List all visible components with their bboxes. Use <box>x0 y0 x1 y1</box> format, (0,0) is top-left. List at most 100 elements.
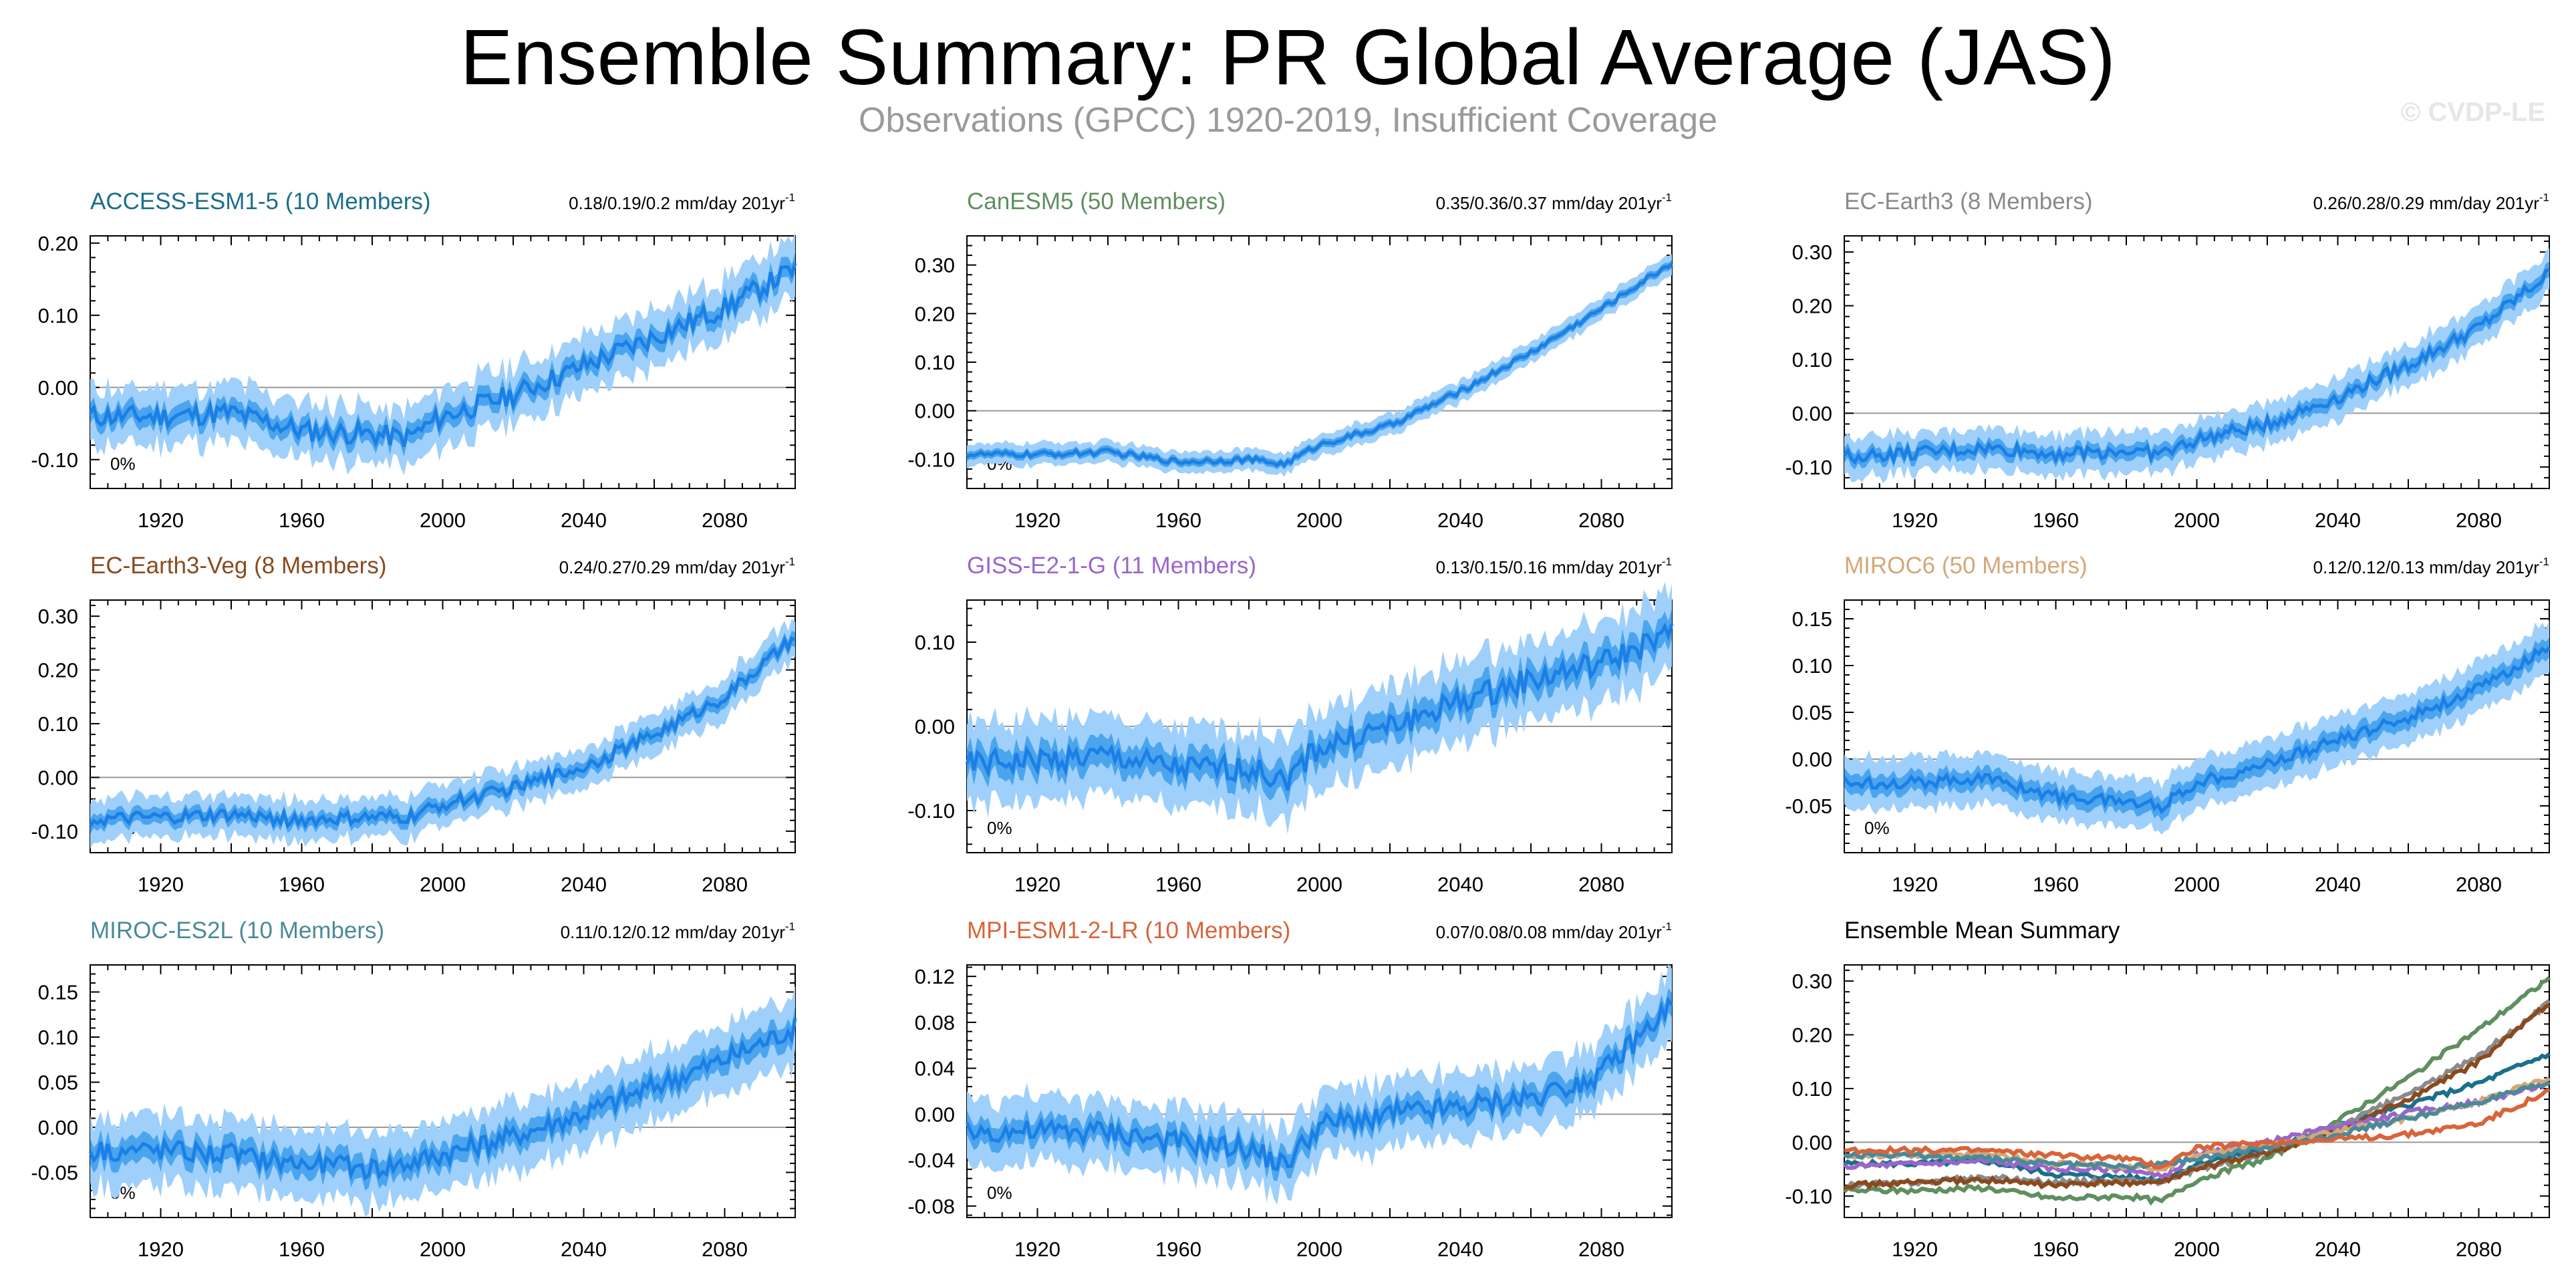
y-tick-label: -0.05 <box>31 1161 78 1185</box>
x-tick-label: 1920 <box>138 509 184 532</box>
ensemble-range-band <box>1844 619 2549 835</box>
panel-title: GISS-E2-1-G (11 Members) <box>967 553 1256 579</box>
y-tick-label: 0.08 <box>915 1011 955 1034</box>
panel-title: MIROC6 (50 Members) <box>1844 553 2088 579</box>
x-tick-label: 1920 <box>1014 509 1060 532</box>
panel-title: MPI-ESM1-2-LR (10 Members) <box>967 917 1290 944</box>
chart-panel: 0.15 0.10 0.05 0.00 -0.05 1920 1960 2000 2040 208… <box>1785 553 2551 896</box>
trend-label: 0.18/0.19/0.2 mm/day 201yr-1 <box>569 191 795 213</box>
ensemble-iqr-band <box>967 988 1672 1181</box>
panel-title: EC-Earth3-Veg (8 Members) <box>90 553 386 579</box>
x-tick-label: 1960 <box>2033 873 2079 896</box>
x-tick-label: 1960 <box>2033 1238 2079 1261</box>
x-tick-label: 1960 <box>279 873 325 896</box>
x-tick-label: 1960 <box>1155 509 1201 532</box>
ensemble-range-band <box>967 581 1672 835</box>
ensemble-mean-line <box>966 263 1673 468</box>
y-tick-label: 0.30 <box>915 254 955 277</box>
trend-value: 0.07/0.08/0.08 mm/day 201yr <box>1436 922 1663 942</box>
x-tick-label: 2000 <box>1296 509 1342 532</box>
x-tick-label: 1920 <box>1014 1238 1060 1261</box>
y-tick-label: 0.10 <box>1792 348 1832 372</box>
chart-panel: 0.12 0.08 0.04 0.00 -0.04 -0.08 1920 1960 2000 20… <box>907 917 1673 1261</box>
x-tick-label: 2040 <box>561 873 607 896</box>
x-tick-label: 2040 <box>561 1238 607 1261</box>
page-subtitle: Observations (GPCC) 1920-2019, Insuffici… <box>858 101 1718 140</box>
x-tick-label: 2000 <box>2174 873 2220 896</box>
x-tick-label: 2000 <box>1296 873 1342 896</box>
x-tick-label: 2000 <box>2174 1238 2220 1261</box>
coverage-label: 0% <box>987 818 1012 838</box>
x-tick-label: 1920 <box>1892 1238 1938 1261</box>
x-tick-label: 2080 <box>1578 873 1624 896</box>
panel-title: EC-Earth3 (8 Members) <box>1844 188 2092 215</box>
trend-label: 0.07/0.08/0.08 mm/day 201yr-1 <box>1436 920 1672 942</box>
x-tick-label: 2080 <box>1578 509 1624 532</box>
y-tick-label: -0.10 <box>1785 1185 1832 1208</box>
copyright-watermark: © CVDP-LE <box>2400 98 2545 127</box>
x-tick-label: 2040 <box>2315 873 2361 896</box>
x-tick-label: 2080 <box>702 509 748 532</box>
x-tick-label: 1920 <box>138 1238 184 1261</box>
trend-value: 0.24/0.27/0.29 mm/day 201yr <box>559 557 786 577</box>
panel-title: ACCESS-ESM1-5 (10 Members) <box>90 188 431 215</box>
trend-superscript: -1 <box>1662 920 1672 933</box>
y-tick-label: 0.00 <box>1792 748 1832 771</box>
y-tick-label: 0.12 <box>915 965 955 988</box>
trend-superscript: -1 <box>785 555 795 568</box>
y-tick-label: -0.10 <box>31 820 78 843</box>
y-tick-label: 0.05 <box>1792 701 1832 724</box>
coverage-label: 0% <box>110 454 136 474</box>
y-tick-label: 0.15 <box>38 981 78 1004</box>
ensemble-mean-line <box>88 263 797 448</box>
trend-value: 0.18/0.19/0.2 mm/day 201yr <box>569 193 785 213</box>
y-tick-label: 0.10 <box>915 351 955 374</box>
ensemble-mean-line <box>965 996 1673 1172</box>
x-tick-label: 2040 <box>2315 509 2361 532</box>
chart-panel: 0.30 0.20 0.10 0.00 -0.10 1920 1960 2000 2040 208… <box>907 188 1673 532</box>
trend-value: 0.13/0.15/0.16 mm/day 201yr <box>1436 557 1663 577</box>
trend-label: 0.11/0.12/0.12 mm/day 201yr-1 <box>561 920 795 942</box>
y-tick-label: 0.20 <box>38 659 78 682</box>
chart-panel: 0.15 0.10 0.05 0.00 -0.05 1920 1960 2000 2040 208… <box>31 917 797 1261</box>
x-tick-label: 2080 <box>702 1238 748 1261</box>
ensemble-mean-line <box>88 635 796 829</box>
ensemble-mean-line <box>965 622 1674 791</box>
x-tick-label: 2040 <box>2315 1238 2361 1261</box>
ensemble-iqr-band <box>90 630 795 834</box>
y-tick-label: 0.10 <box>915 631 955 654</box>
panel-title: CanESM5 (50 Members) <box>967 188 1226 215</box>
x-tick-label: 2000 <box>2174 509 2220 532</box>
ensemble-range-band <box>90 232 795 476</box>
trend-value: 0.12/0.12/0.13 mm/day 201yr <box>2313 557 2540 577</box>
trend-superscript: -1 <box>2539 191 2549 204</box>
x-tick-label: 1960 <box>1155 873 1201 896</box>
x-tick-label: 2080 <box>1578 1238 1624 1261</box>
y-tick-label: 0.15 <box>1792 607 1832 631</box>
chart-panel: 0.30 0.20 0.10 0.00 -0.10 1920 1960 2000 2040 208… <box>1785 917 2551 1261</box>
chart-panel: 0.30 0.20 0.10 0.00 -0.10 1920 1960 2000 2040 208… <box>31 553 796 896</box>
y-tick-label: 0.00 <box>1792 1131 1832 1154</box>
y-tick-label: -0.04 <box>907 1149 955 1172</box>
y-tick-label: 0.20 <box>1792 1024 1832 1047</box>
y-tick-label: 0.10 <box>38 712 78 736</box>
page-title: Ensemble Summary: PR Global Average (JAS… <box>460 13 2116 102</box>
y-tick-label: 0.30 <box>38 605 78 628</box>
x-tick-label: 2080 <box>702 873 748 896</box>
coverage-label: 0% <box>987 1183 1012 1203</box>
trend-superscript: -1 <box>1662 191 1672 204</box>
trend-value: 0.35/0.36/0.37 mm/day 201yr <box>1436 193 1663 213</box>
series-line <box>1844 1081 2551 1171</box>
x-tick-label: 1920 <box>1014 873 1060 896</box>
y-tick-label: 0.05 <box>38 1071 78 1095</box>
y-tick-label: 0.30 <box>1792 241 1832 264</box>
trend-label: 0.35/0.36/0.37 mm/day 201yr-1 <box>1436 191 1672 213</box>
chart-panel: 0.30 0.20 0.10 0.00 -0.10 1920 1960 2000 2040 208… <box>1785 188 2551 532</box>
x-tick-label: 2000 <box>420 873 466 896</box>
x-tick-label: 2040 <box>1437 1238 1483 1261</box>
trend-superscript: -1 <box>1662 555 1672 568</box>
y-tick-label: 0.00 <box>38 1116 78 1139</box>
series-line <box>1844 1087 2551 1170</box>
y-tick-label: -0.10 <box>1785 456 1832 479</box>
trend-value: 0.26/0.28/0.29 mm/day 201yr <box>2313 193 2540 213</box>
